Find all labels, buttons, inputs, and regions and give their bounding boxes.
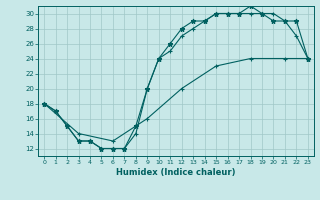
X-axis label: Humidex (Indice chaleur): Humidex (Indice chaleur) bbox=[116, 168, 236, 177]
